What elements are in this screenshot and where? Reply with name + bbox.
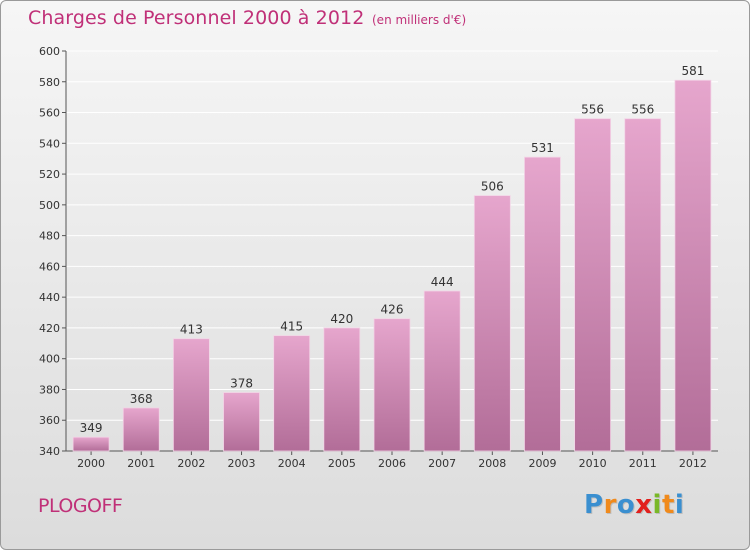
bar — [473, 195, 511, 452]
y-tick-label: 460 — [39, 260, 60, 273]
data-labels: 349 368 413 378 415 420 426 444 506 531 556 556 581 — [80, 64, 705, 435]
bar — [423, 290, 461, 452]
x-tick-label: 2003 — [228, 457, 256, 470]
x-tick-label: 2011 — [629, 457, 657, 470]
y-tick-label: 380 — [39, 383, 60, 396]
data-label: 531 — [531, 141, 554, 155]
bar — [122, 407, 160, 452]
y-tick-label: 580 — [39, 76, 60, 89]
bar — [574, 118, 612, 452]
x-tick-label: 2007 — [428, 457, 456, 470]
data-label: 378 — [230, 377, 253, 391]
logo-letter: i — [652, 490, 662, 520]
logo-letter: P — [584, 490, 604, 520]
bar — [323, 327, 361, 452]
chart-title: Charges de Personnel 2000 à 2012 — [28, 7, 365, 29]
data-label: 556 — [581, 103, 604, 117]
y-tick-label: 360 — [39, 414, 60, 427]
logo-letter: x — [635, 490, 653, 520]
data-label: 506 — [481, 180, 504, 194]
bar — [373, 318, 411, 452]
x-tick-label: 2008 — [478, 457, 506, 470]
data-label: 444 — [431, 275, 454, 289]
x-tick-label: 2005 — [328, 457, 356, 470]
data-label: 415 — [280, 320, 303, 334]
bar — [273, 335, 311, 452]
proxiti-logo[interactable]: Proxiti — [584, 490, 684, 520]
data-label: 556 — [631, 103, 654, 117]
y-tick-label: 440 — [39, 291, 60, 304]
bar — [223, 392, 260, 452]
y-tick-label: 520 — [39, 168, 60, 181]
data-label: 420 — [330, 312, 353, 326]
x-tick-label: 2010 — [579, 457, 607, 470]
y-tick-label: 420 — [39, 322, 60, 335]
data-label: 413 — [180, 323, 203, 337]
bar — [72, 436, 110, 452]
bar — [674, 79, 712, 452]
data-label: 368 — [130, 392, 153, 406]
y-tick-label: 500 — [39, 199, 60, 212]
x-tick-label: 2002 — [177, 457, 205, 470]
x-tick-label: 2006 — [378, 457, 406, 470]
y-tick-label: 600 — [39, 45, 60, 58]
chart-subtitle: (en milliers d'€) — [372, 13, 467, 27]
x-tick-label: 2009 — [528, 457, 556, 470]
logo-letter: o — [616, 490, 636, 520]
y-tick-label: 340 — [39, 445, 60, 458]
bar — [172, 338, 210, 452]
y-tick-label: 560 — [39, 107, 60, 120]
y-tick-label: 540 — [39, 137, 60, 150]
x-tick-label: 2004 — [278, 457, 306, 470]
data-label: 426 — [381, 303, 404, 317]
y-tick-label: 400 — [39, 353, 60, 366]
bar — [524, 156, 561, 452]
y-tick-label: 480 — [39, 230, 60, 243]
data-label: 349 — [80, 421, 103, 435]
logo-letter: t — [661, 490, 675, 520]
commune-name: PLOGOFF — [38, 495, 123, 517]
x-tick-label: 2012 — [679, 457, 707, 470]
logo-letter: r — [603, 490, 617, 520]
logo-letter: i — [674, 490, 685, 520]
data-label: 581 — [681, 64, 704, 78]
bars — [72, 79, 712, 452]
x-tick-label: 2000 — [77, 457, 105, 470]
bar — [624, 118, 662, 452]
x-tick-label: 2001 — [127, 457, 155, 470]
